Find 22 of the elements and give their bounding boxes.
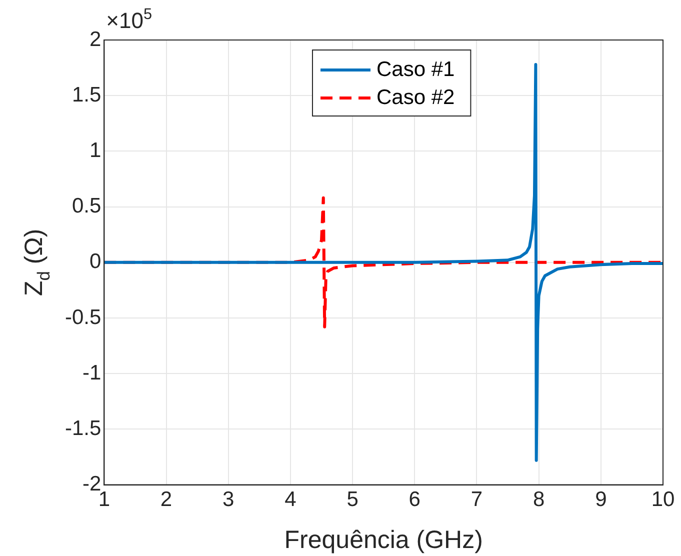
- x-tick-label: 10: [651, 488, 675, 512]
- x-tick-label: 5: [346, 488, 358, 512]
- x-axis-title: Frequência (GHz): [284, 526, 483, 554]
- y-tick-label: 0: [90, 250, 102, 274]
- y-axis-title: Zd (Ω): [20, 228, 54, 296]
- y-tick-label: 0.5: [72, 194, 102, 218]
- y-tick-label: -1: [82, 361, 102, 384]
- y-tick-label: -0.5: [65, 306, 102, 329]
- x-tick-label: 9: [595, 488, 607, 512]
- y-tick-label: 1.5: [72, 83, 102, 106]
- x-tick-label: 3: [222, 488, 234, 512]
- legend-label: Caso #2: [376, 86, 455, 109]
- y-tick-label: 2: [90, 28, 102, 51]
- x-tick-label: 7: [470, 488, 483, 512]
- y-tick-label: 1: [90, 138, 102, 162]
- x-tick-label: 4: [284, 488, 297, 512]
- legend-label: Caso #1: [376, 58, 455, 81]
- x-tick-label: 6: [408, 488, 420, 512]
- x-tick-label: 8: [532, 488, 545, 512]
- x-tick-label: 2: [160, 488, 172, 512]
- y-tick-label: -2: [82, 472, 102, 496]
- y-tick-label: -1.5: [65, 416, 102, 440]
